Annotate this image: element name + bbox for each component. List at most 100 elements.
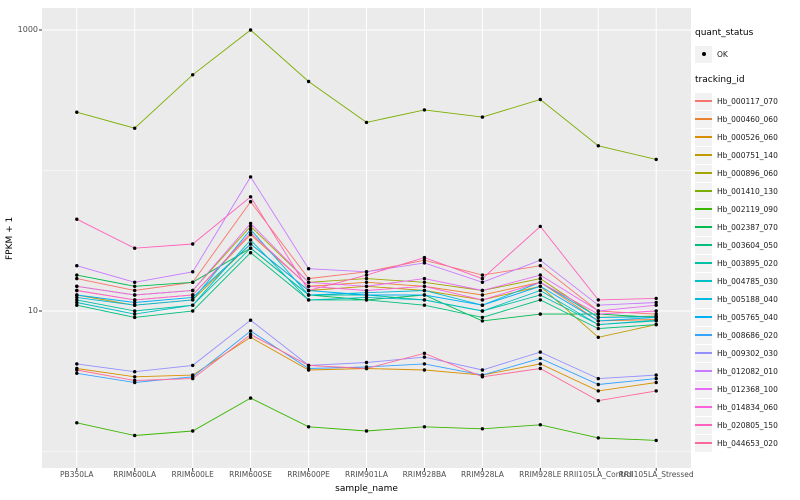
legend-item-label: Hb_000117_070 <box>717 96 778 106</box>
data-point <box>422 351 427 355</box>
data-point <box>596 382 600 387</box>
line-swatch-icon <box>695 298 712 300</box>
legend-item-tracking: Hb_004785_030 <box>695 272 800 290</box>
data-point <box>596 376 600 381</box>
data-point <box>480 273 485 277</box>
legend-key <box>695 272 712 290</box>
data-point <box>480 427 485 431</box>
x-tick-label: RRII105LA_Stressed <box>618 470 694 479</box>
data-point <box>364 273 369 277</box>
data-point <box>422 284 427 288</box>
data-point <box>596 298 600 302</box>
data-point <box>133 246 137 250</box>
data-point <box>480 280 485 284</box>
data-point <box>538 366 542 371</box>
data-point <box>480 315 485 320</box>
data-point <box>364 295 369 300</box>
legend-item-tracking: Hb_002119_090 <box>695 200 800 218</box>
legend-key <box>695 218 712 236</box>
legend-item-tracking: Hb_020805_150 <box>695 416 800 434</box>
legend-item-tracking: Hb_012082_010 <box>695 362 800 380</box>
data-point <box>133 284 137 288</box>
data-point <box>191 376 195 381</box>
legend-title-tracking-id: tracking_id <box>695 75 745 85</box>
data-point <box>133 280 137 284</box>
data-point <box>191 73 195 77</box>
line-swatch-icon <box>695 316 712 318</box>
x-tick-label: RRIM600LE <box>171 470 214 479</box>
legend-item-tracking: Hb_000526_060 <box>695 128 800 146</box>
data-point <box>364 120 369 125</box>
x-tick-label: RRIM928BA <box>402 470 447 479</box>
x-tick-label: RRIM928LE <box>519 470 562 479</box>
legend-item-tracking: Hb_003604_050 <box>695 236 800 254</box>
data-point <box>364 270 369 274</box>
legend-key <box>695 146 712 164</box>
data-point <box>306 363 311 368</box>
legend-key <box>695 290 712 308</box>
data-point <box>75 217 79 221</box>
data-point <box>133 293 137 297</box>
data-point <box>538 350 542 354</box>
data-point <box>306 284 311 288</box>
data-point <box>306 288 311 293</box>
data-point <box>364 429 369 433</box>
data-point <box>422 293 427 297</box>
data-point <box>422 362 427 366</box>
data-point <box>538 276 542 281</box>
legend-item-label: Hb_003604_050 <box>717 240 778 250</box>
data-point <box>538 280 542 284</box>
data-point <box>248 221 253 226</box>
data-point <box>248 200 253 204</box>
legend-item-tracking: Hb_005765_040 <box>695 308 800 326</box>
data-point <box>596 144 600 148</box>
line-swatch-icon <box>695 190 712 192</box>
legend-item-label: Hb_014834_060 <box>717 402 778 412</box>
data-point <box>364 366 369 371</box>
legend-key <box>695 236 712 254</box>
data-point <box>364 276 369 281</box>
line-swatch-icon <box>695 406 712 408</box>
data-point <box>75 368 79 372</box>
legend-key <box>695 254 712 272</box>
data-point <box>248 396 253 400</box>
legend-key <box>695 128 712 146</box>
line-swatch-icon <box>695 172 712 174</box>
data-point <box>191 270 195 274</box>
data-point <box>596 335 600 339</box>
data-point <box>306 366 311 371</box>
data-point <box>538 423 542 427</box>
x-tick-label: RRIM928LA <box>460 470 504 479</box>
data-point <box>596 389 600 393</box>
data-point <box>75 284 79 288</box>
legend-item-label: Hb_005765_040 <box>717 312 778 322</box>
data-point <box>248 318 253 322</box>
data-point <box>596 309 600 313</box>
data-point <box>654 303 658 307</box>
data-point <box>75 273 79 277</box>
data-point <box>538 97 542 102</box>
data-point <box>133 370 137 374</box>
data-point <box>75 298 79 302</box>
legend-item-tracking: Hb_044653_020 <box>695 434 800 452</box>
legend-item-tracking: Hb_000896_060 <box>695 164 800 182</box>
x-tick-label: RRIM600LA <box>113 470 157 479</box>
data-point <box>538 293 542 297</box>
data-point <box>75 288 79 293</box>
legend-item-tracking: Hb_012368_100 <box>695 380 800 398</box>
data-point <box>75 110 79 114</box>
line-swatch-icon <box>695 118 712 120</box>
data-point <box>364 360 369 365</box>
data-point <box>248 246 253 250</box>
data-point <box>480 319 485 323</box>
data-point <box>596 312 600 316</box>
legend-item-tracking: Hb_000751_140 <box>695 146 800 164</box>
legend-key <box>695 416 712 434</box>
data-point <box>480 375 485 379</box>
legend-item-label: Hb_000460_060 <box>717 114 778 124</box>
line-swatch-icon <box>695 334 712 336</box>
data-point <box>596 319 600 323</box>
data-point <box>538 273 542 277</box>
data-point <box>191 309 195 313</box>
data-point <box>596 399 600 403</box>
